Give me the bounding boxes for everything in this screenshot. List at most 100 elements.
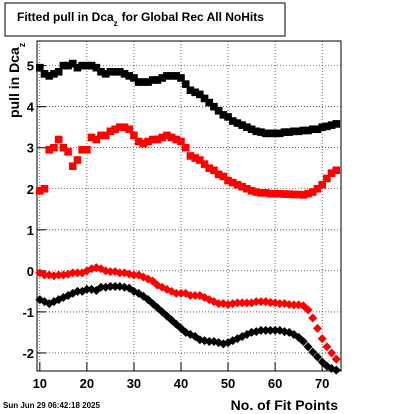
- data-point: [72, 268, 82, 278]
- data-point: [204, 336, 214, 346]
- data-point: [50, 70, 58, 78]
- data-point: [68, 162, 77, 170]
- chart-title: Fitted pull in Dcaz for Global Rec All No…: [17, 10, 264, 28]
- x-tick-label: 20: [80, 376, 94, 391]
- x-tick-label: 10: [33, 376, 47, 391]
- data-point: [233, 119, 242, 127]
- data-point: [73, 63, 82, 72]
- data-point: [83, 145, 91, 154]
- data-point: [139, 78, 148, 86]
- y-tick-label: 5: [27, 59, 34, 74]
- data-point: [200, 160, 209, 168]
- data-point: [205, 164, 214, 173]
- data-point: [261, 189, 270, 197]
- data-point: [210, 166, 218, 175]
- data-point: [304, 126, 312, 135]
- data-point: [106, 67, 115, 76]
- data-point: [308, 188, 317, 196]
- data-point: [115, 268, 125, 278]
- data-point: [82, 284, 92, 294]
- data-point: [275, 299, 285, 309]
- data-point: [36, 187, 44, 195]
- data-point: [228, 117, 237, 125]
- data-point: [308, 347, 318, 357]
- title-subscript: z: [114, 19, 118, 28]
- data-point: [243, 184, 251, 193]
- data-point: [304, 189, 312, 198]
- data-point: [97, 131, 105, 140]
- data-point: [317, 334, 327, 344]
- data-point: [270, 325, 280, 335]
- data-point: [116, 67, 124, 76]
- data-point: [148, 135, 157, 144]
- data-point: [327, 348, 337, 358]
- data-point: [181, 143, 190, 152]
- data-point: [58, 270, 68, 280]
- data-point: [163, 131, 171, 140]
- data-point: [111, 125, 119, 134]
- data-point: [327, 121, 336, 129]
- x-tick-label: 60: [268, 376, 282, 391]
- data-point: [106, 127, 115, 136]
- data-point: [257, 128, 265, 136]
- data-point: [97, 67, 105, 76]
- data-point: [167, 133, 176, 142]
- data-point: [172, 72, 181, 80]
- data-point: [177, 137, 185, 146]
- plot-area: -2 -1 0 1 2 3 4 5 10 20 30 40 50 60 70: [22, 40, 342, 391]
- data-point: [40, 184, 49, 193]
- data-point: [214, 299, 224, 309]
- data-point: [130, 74, 138, 82]
- data-point: [120, 268, 130, 278]
- data-point: [181, 80, 190, 88]
- data-point: [163, 72, 171, 80]
- data-point: [129, 270, 139, 280]
- plot-frame: [36, 40, 342, 372]
- data-point: [280, 128, 289, 136]
- y-tick-label: 4: [27, 100, 35, 115]
- data-point: [251, 297, 261, 307]
- title-part: Fitted pull in Dca: [17, 10, 114, 24]
- data-point: [303, 305, 313, 315]
- data-point: [312, 352, 322, 362]
- x-tick-label: 70: [315, 376, 329, 391]
- data-point: [238, 182, 246, 191]
- y-tick-label: 2: [27, 182, 34, 197]
- data-point: [294, 127, 303, 136]
- data-point: [312, 323, 322, 333]
- data-point: [78, 145, 86, 154]
- data-point: [171, 288, 181, 298]
- data-point: [331, 365, 341, 375]
- data-point: [139, 139, 148, 148]
- data-point: [280, 190, 289, 198]
- data-point: [285, 128, 294, 136]
- y-label-subscript: z: [17, 42, 27, 47]
- data-point: [285, 190, 294, 198]
- data-point: [256, 297, 266, 307]
- data-point: [322, 342, 332, 352]
- data-point: [144, 137, 152, 146]
- y-tick-label: 3: [27, 141, 34, 156]
- data-point: [299, 191, 308, 199]
- data-point: [196, 156, 204, 164]
- data-point: [289, 300, 299, 310]
- data-point: [144, 78, 152, 86]
- data-point: [238, 121, 246, 129]
- data-point: [224, 113, 232, 121]
- data-point: [120, 70, 129, 78]
- data-point: [327, 169, 336, 177]
- data-point: [134, 78, 143, 86]
- data-point: [148, 76, 157, 84]
- data-point: [308, 125, 317, 134]
- title-part: for Global Rec All NoHits: [122, 10, 265, 24]
- data-point: [125, 125, 134, 134]
- data-point: [252, 127, 261, 136]
- data-point: [101, 70, 110, 78]
- data-point: [110, 281, 120, 291]
- data-point: [214, 106, 223, 115]
- data-point: [58, 293, 68, 303]
- data-point: [219, 111, 228, 119]
- y-tick-label: -1: [22, 305, 34, 320]
- data-point: [196, 90, 204, 99]
